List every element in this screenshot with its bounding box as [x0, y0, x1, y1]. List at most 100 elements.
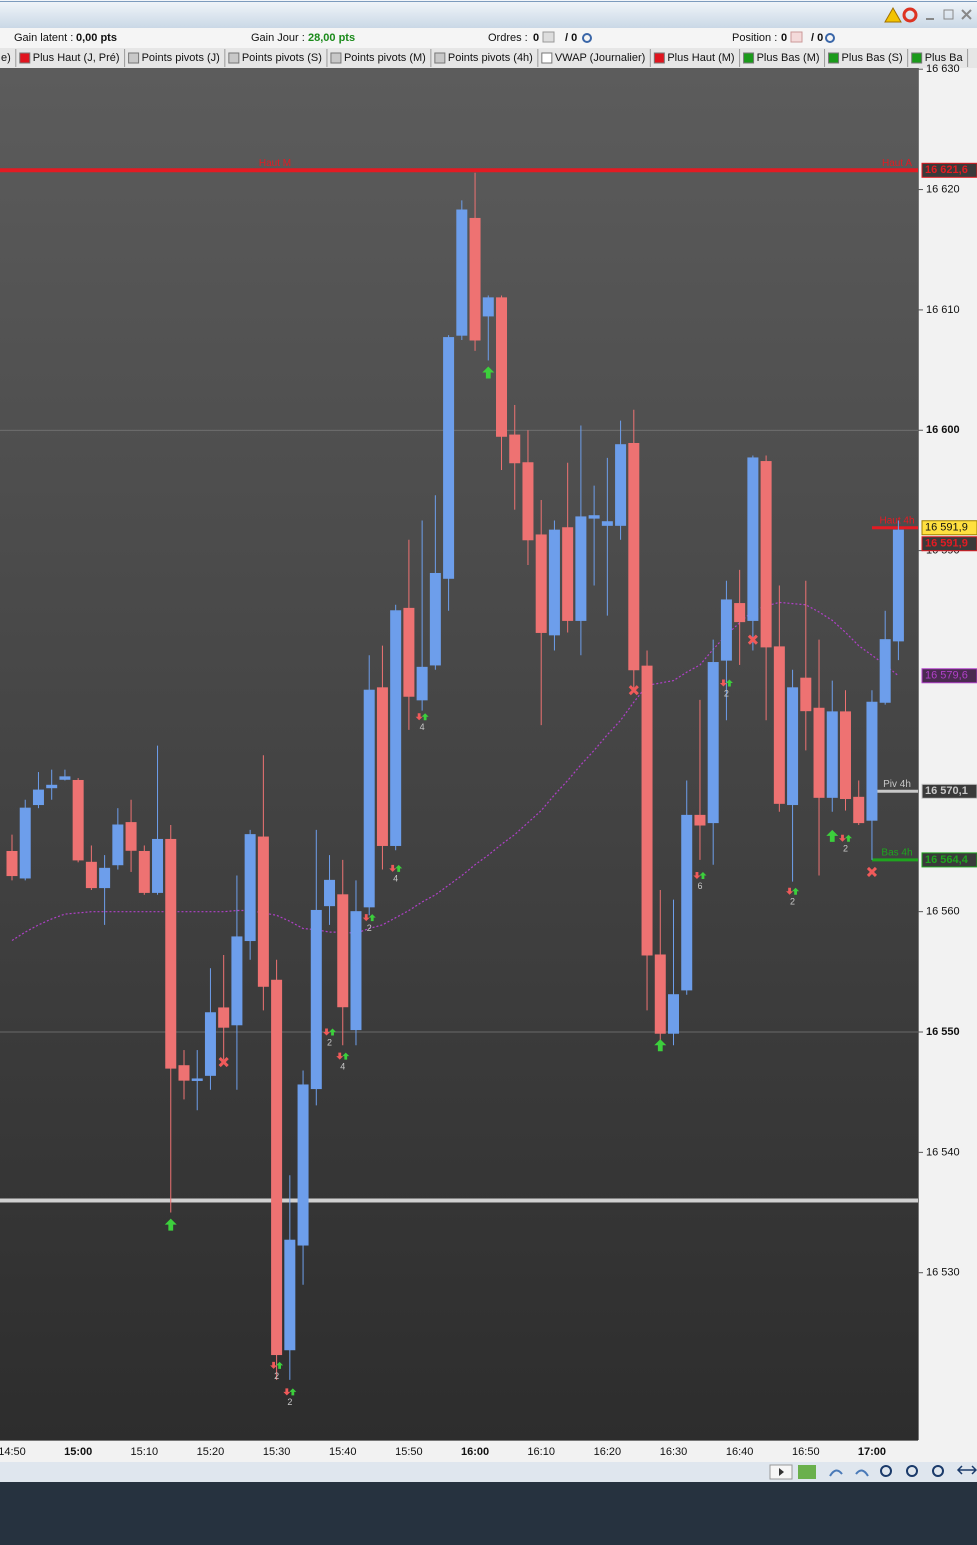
- candle-body: [191, 1078, 203, 1081]
- candle-body: [218, 1007, 230, 1028]
- candle-body: [403, 607, 415, 697]
- candle-body: [668, 994, 679, 1034]
- pair-count: 2: [274, 1371, 279, 1381]
- candle-body: [628, 442, 640, 671]
- y-tick-label: 16 610: [926, 304, 960, 316]
- candle-body: [152, 838, 164, 893]
- level-tag: Haut 4h: [879, 515, 914, 526]
- tab-swatch: [541, 52, 553, 64]
- vwap-label: 16 579,6: [925, 670, 968, 682]
- info-bar: [0, 28, 977, 48]
- x-tick-label: 15:30: [263, 1446, 291, 1458]
- undo-button[interactable]: [829, 1469, 843, 1477]
- tab-swatch: [128, 52, 140, 64]
- tab-label[interactable]: VWAP (Journalier): [555, 52, 645, 64]
- signal-pair: [389, 864, 403, 872]
- x-tick-label: 15:10: [131, 1446, 159, 1458]
- tab-label[interactable]: Points pivots (4h): [448, 52, 533, 64]
- candle-body: [575, 516, 587, 621]
- candle-body: [416, 666, 428, 701]
- candle-body: [496, 297, 508, 437]
- tab-label[interactable]: Points pivots (M): [344, 52, 426, 64]
- candle-body: [337, 894, 349, 1008]
- x-tick-label: 16:10: [527, 1446, 555, 1458]
- candle-body: [839, 711, 851, 800]
- tab-bar: [0, 48, 977, 68]
- pair-down-arrow: [693, 872, 701, 880]
- close-button[interactable]: [961, 9, 972, 20]
- alert-icon[interactable]: [884, 6, 902, 23]
- x-tick-label: 14:50: [0, 1446, 26, 1458]
- candle-body: [112, 824, 124, 866]
- candle-body: [297, 1084, 309, 1246]
- signal-pair: [719, 679, 733, 687]
- tab-label[interactable]: Plus Ba: [925, 52, 964, 64]
- pair-count: 2: [327, 1037, 332, 1047]
- tab-label[interactable]: Plus Haut (M): [667, 52, 734, 64]
- signal-pair: [323, 1028, 337, 1036]
- candle-body: [773, 646, 785, 804]
- gain-latent-label: Gain latent :: [14, 32, 73, 44]
- signal-pair: [786, 887, 800, 895]
- window-controls: [884, 6, 972, 23]
- maximize-button[interactable]: [943, 9, 954, 20]
- y-tick-label: 16 620: [926, 183, 960, 195]
- buy-arrow: [826, 829, 839, 842]
- candle-body: [548, 529, 560, 636]
- goto-end-button[interactable]: [798, 1465, 816, 1479]
- orders-icon[interactable]: [542, 31, 555, 43]
- tab-label[interactable]: Plus Bas (S): [842, 52, 903, 64]
- plot: Haut M Haut A Haut 4h Piv 4h Bas 4h 2 2 2 4 2 4 4 6 2…: [0, 158, 918, 1407]
- title-bar: [0, 0, 977, 28]
- pair-count: 4: [420, 722, 425, 732]
- x-tick-label: 15:40: [329, 1446, 357, 1458]
- candle-body: [310, 909, 322, 1090]
- redo-button[interactable]: [855, 1469, 869, 1477]
- zoom-fit-button[interactable]: [880, 1465, 892, 1477]
- zoom-out-button[interactable]: [906, 1465, 918, 1477]
- signal-pair: [283, 1388, 297, 1396]
- level-label-box: [921, 852, 977, 868]
- last-price-label: 16 591,9: [925, 522, 968, 534]
- pair-down-arrow: [283, 1388, 291, 1396]
- gain-jour-label: Gain Jour :: [251, 32, 305, 44]
- gain-latent-value: 0,00 pts: [76, 32, 117, 44]
- zoom-in-button[interactable]: [932, 1465, 944, 1477]
- tab-label[interactable]: Points pivots (S): [242, 52, 322, 64]
- position-icon[interactable]: [790, 31, 803, 43]
- x-tick-label: 16:40: [726, 1446, 754, 1458]
- pair-up-arrow: [725, 679, 733, 687]
- level-tag: Bas 4h: [881, 848, 912, 859]
- buy-arrow: [654, 1039, 667, 1052]
- candle-body: [734, 603, 746, 623]
- candle-body: [469, 217, 481, 341]
- pair-down-arrow: [786, 887, 794, 895]
- tab-swatch: [828, 52, 840, 64]
- candle-body: [99, 867, 111, 889]
- level-label: 16 591,9: [925, 538, 968, 550]
- refresh-icon[interactable]: [902, 7, 918, 23]
- x-tick-label: 15:20: [197, 1446, 225, 1458]
- tab-label[interactable]: e): [1, 52, 11, 64]
- candle-body: [363, 689, 375, 908]
- candle-body: [138, 850, 150, 893]
- level-label-box: [921, 783, 977, 799]
- position-label: Position :: [732, 32, 777, 44]
- level-tag: Piv 4h: [883, 779, 911, 790]
- position-settings[interactable]: [825, 33, 835, 43]
- candle-body: [826, 711, 838, 798]
- scale-button[interactable]: [956, 1465, 977, 1475]
- tab-label[interactable]: Points pivots (J): [142, 52, 220, 64]
- orders-settings[interactable]: [582, 33, 592, 43]
- pair-down-arrow: [838, 834, 846, 842]
- candle-body: [654, 954, 666, 1034]
- tab-label[interactable]: Plus Haut (J, Pré): [33, 52, 120, 64]
- tab-label[interactable]: Plus Bas (M): [757, 52, 820, 64]
- pair-up-arrow: [276, 1361, 284, 1369]
- pair-count: 2: [287, 1397, 292, 1407]
- x-tick-label: 17:00: [858, 1446, 886, 1458]
- candle-body: [800, 677, 812, 712]
- x-tick-label: 15:50: [395, 1446, 423, 1458]
